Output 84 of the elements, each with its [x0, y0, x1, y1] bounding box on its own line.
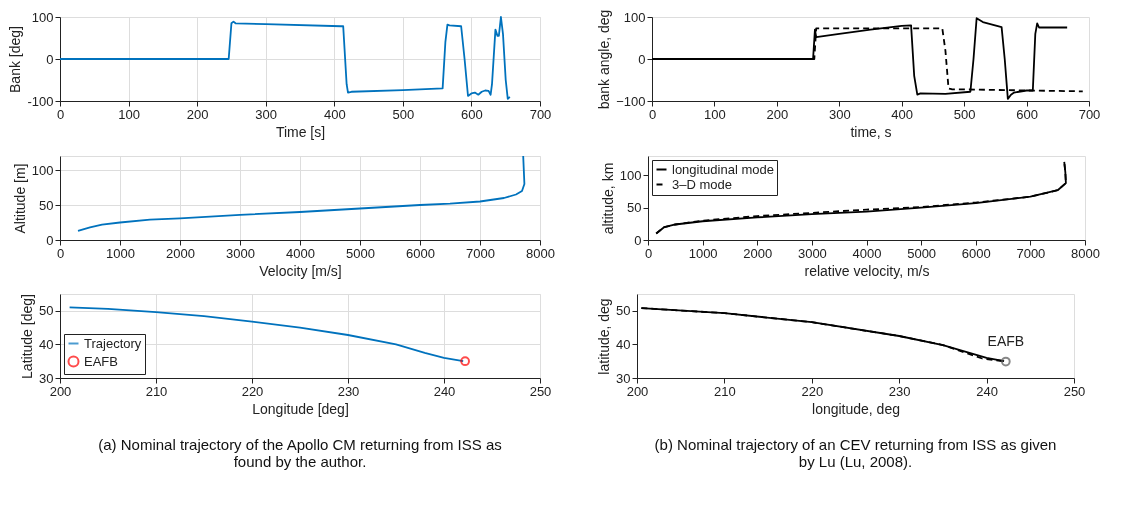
- y-tick-label: 30: [39, 370, 54, 386]
- x-tick-label: 240: [433, 383, 456, 399]
- x-tick-label: 500: [392, 106, 415, 122]
- x-tick-label: 250: [529, 383, 552, 399]
- x-tick-label: 300: [255, 106, 278, 122]
- x-tick-label: 210: [714, 383, 736, 399]
- y-tick-label: 40: [616, 336, 631, 352]
- y-tick-label: 0: [634, 232, 642, 248]
- x-axis-title: relative velocity, m/s: [804, 262, 930, 279]
- y-tick-label: 50: [39, 197, 54, 213]
- y-axis-title: Latitude [deg]: [19, 294, 36, 379]
- line-series: [77, 155, 526, 232]
- text: (b) Nominal trajectory of an CEV returning from ISS as given by Lu (Lu, 2008).: [654, 436, 1057, 470]
- x-axis-title: longitude, deg: [812, 400, 900, 417]
- legend-label: 3–D mode: [672, 176, 732, 192]
- y-tick-label: 100: [619, 167, 642, 183]
- x-tick-label: 5000: [346, 245, 375, 261]
- x-tick-label: 200: [766, 106, 789, 122]
- x-tick-label: 700: [529, 106, 552, 122]
- y-axis-title: latitude, deg: [596, 298, 613, 375]
- x-tick-label: 0: [56, 245, 65, 261]
- x-axis-title: Longitude [deg]: [252, 400, 349, 417]
- y-tick-label: 50: [627, 200, 642, 216]
- x-tick-label: 230: [888, 383, 911, 399]
- x-tick-label: 250: [1063, 383, 1086, 399]
- x-tick-label: 200: [626, 383, 649, 399]
- y-axis-title: altitude, km: [599, 162, 616, 235]
- x-axis-title: Time [s]: [275, 123, 326, 140]
- x-tick-label: 1000: [688, 245, 718, 261]
- y-tick-label: −100: [616, 93, 646, 109]
- y-tick-label: 0: [638, 51, 646, 67]
- y-tick-label: 40: [39, 336, 54, 352]
- legend-label: EAFB: [84, 353, 118, 369]
- x-tick-label: 700: [1078, 106, 1101, 122]
- legend-label: Trajectory: [84, 335, 142, 351]
- x-tick-label: 220: [801, 383, 824, 399]
- legend-label: longitudinal mode: [672, 161, 774, 177]
- x-tick-label: 6000: [406, 245, 435, 261]
- x-tick-label: 5000: [907, 245, 937, 261]
- y-tick-label: 100: [31, 9, 54, 25]
- x-tick-label: 200: [186, 106, 209, 122]
- x-tick-label: 230: [337, 383, 360, 399]
- x-tick-label: 2000: [743, 245, 773, 261]
- x-tick-label: 300: [828, 106, 851, 122]
- x-tick-label: 600: [1016, 106, 1038, 122]
- line-series: [59, 16, 511, 100]
- x-tick-label: 3000: [797, 245, 827, 261]
- x-tick-label: 8000: [1071, 245, 1100, 261]
- y-tick-label: 30: [616, 370, 631, 386]
- x-tick-label: 0: [56, 106, 65, 122]
- y-tick-label: 0: [46, 51, 54, 67]
- x-tick-label: 1000: [106, 245, 135, 261]
- x-tick-label: 220: [241, 383, 264, 399]
- x-tick-label: 600: [461, 106, 483, 122]
- x-tick-label: 100: [704, 106, 726, 122]
- x-tick-label: 240: [976, 383, 998, 399]
- x-axis-title: Velocity [m/s]: [259, 262, 342, 279]
- y-tick-label: 0: [46, 232, 54, 248]
- x-tick-label: 200: [49, 383, 72, 399]
- y-tick-label: 50: [39, 303, 54, 319]
- y-tick-label: 100: [623, 9, 646, 25]
- x-tick-label: 500: [953, 106, 976, 122]
- y-axis-title: Bank [deg]: [7, 26, 24, 93]
- x-tick-label: 7000: [1016, 245, 1046, 261]
- x-tick-label: 3000: [226, 245, 255, 261]
- x-tick-label: 6000: [961, 245, 991, 261]
- text: (a) Nominal trajectory of the Apollo CM returning from ISS as found by the author.: [98, 436, 502, 470]
- x-tick-label: 4000: [286, 245, 315, 261]
- x-tick-label: 2000: [166, 245, 195, 261]
- x-tick-label: 4000: [852, 245, 882, 261]
- y-tick-label: 50: [616, 303, 631, 319]
- y-tick-label: -100: [27, 93, 54, 109]
- y-axis-title: bank angle, deg: [596, 9, 613, 110]
- x-tick-label: 400: [323, 106, 346, 122]
- x-tick-label: 0: [648, 106, 657, 122]
- x-tick-label: 210: [145, 383, 168, 399]
- x-tick-label: 100: [118, 106, 140, 122]
- x-axis-title: time, s: [850, 123, 892, 140]
- x-tick-label: 8000: [526, 245, 555, 261]
- y-tick-label: 100: [31, 162, 54, 178]
- y-axis-title: Altitude [m]: [11, 163, 28, 234]
- x-tick-label: 400: [891, 106, 914, 122]
- annotation: EAFB: [987, 332, 1025, 349]
- x-tick-label: 7000: [466, 245, 495, 261]
